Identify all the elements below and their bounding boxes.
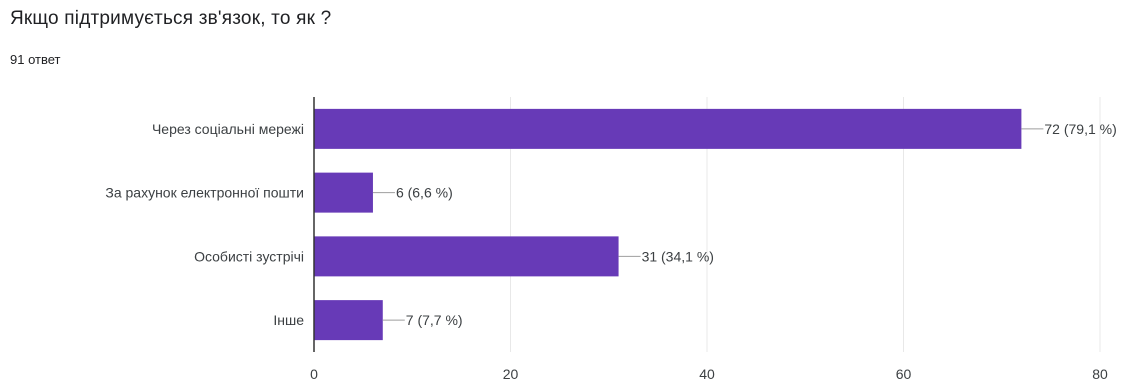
x-tick-label-2: 40 — [699, 366, 715, 382]
category-label-0: Через соціальні мережі — [152, 121, 304, 137]
chart-title: Якщо підтримується зв'язок, то як ? — [10, 8, 332, 29]
bar-0 — [314, 108, 1022, 149]
x-tick-label-3: 60 — [896, 366, 912, 382]
bar-1 — [314, 172, 373, 213]
x-tick-label-1: 20 — [503, 366, 519, 382]
data-label-2: 31 (34,1 %) — [642, 248, 714, 264]
response-count: 91 ответ — [10, 52, 61, 67]
data-label-3: 7 (7,7 %) — [406, 312, 463, 328]
data-label-0: 72 (79,1 %) — [1044, 121, 1116, 137]
bar-2 — [314, 236, 619, 277]
category-label-1: За рахунок електронної пошти — [105, 185, 304, 201]
x-tick-label-0: 0 — [310, 366, 318, 382]
x-tick-label-4: 80 — [1092, 366, 1108, 382]
category-label-3: Інше — [273, 312, 304, 328]
bar-3 — [314, 300, 383, 341]
category-label-2: Особисті зустрічі — [194, 248, 304, 264]
data-label-1: 6 (6,6 %) — [396, 185, 453, 201]
